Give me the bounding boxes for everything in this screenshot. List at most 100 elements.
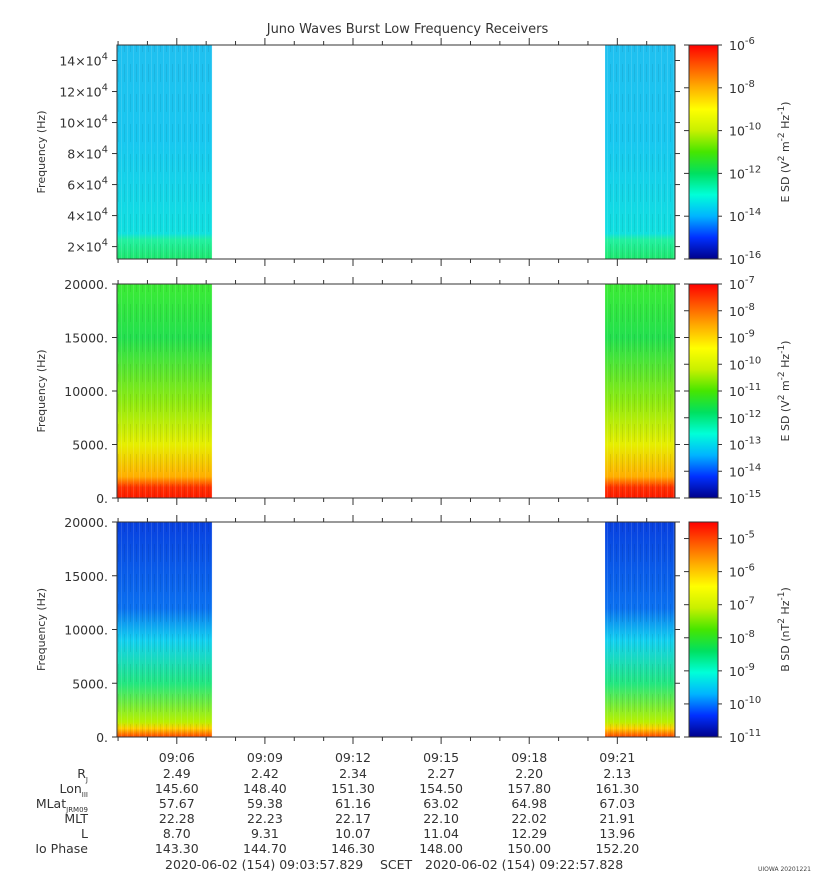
time-tick-label: 09:09 xyxy=(247,750,283,765)
colorbar-tick-label: 10-10 xyxy=(729,122,761,139)
ephemeris-value: 143.30 xyxy=(155,841,199,856)
colorbar-tick-label: 10-8 xyxy=(729,629,755,646)
colorbar-tick-label: 10-6 xyxy=(729,563,755,580)
data-block-texture xyxy=(116,284,213,498)
ephemeris-value: 22.23 xyxy=(247,811,283,826)
ephemeris-value: 64.98 xyxy=(511,796,547,811)
y-tick-label: 5000. xyxy=(72,676,108,691)
colorbar-tick-label: 10-9 xyxy=(729,329,755,346)
ephemeris-value: 57.67 xyxy=(159,796,195,811)
ephemeris-value: 148.40 xyxy=(243,781,287,796)
ephemeris-value: 2.42 xyxy=(251,766,279,781)
ephemeris-value: 9.31 xyxy=(251,826,279,841)
y-tick-label: 4×104 xyxy=(67,207,108,224)
time-tick-label: 09:06 xyxy=(159,750,195,765)
colorbar-tick-label: 10-8 xyxy=(729,79,755,96)
ephemeris-value: 148.00 xyxy=(419,841,463,856)
y-tick-label: 0. xyxy=(96,491,108,506)
ephemeris-row-label: L xyxy=(81,826,88,841)
colorbar-tick-label: 10-16 xyxy=(729,250,761,267)
colorbar-tick-label: 10-14 xyxy=(729,207,761,224)
y-axis-label: Frequency (Hz) xyxy=(35,588,48,671)
colorbar-tick-label: 10-13 xyxy=(729,436,761,453)
y-axis-label: Frequency (Hz) xyxy=(35,350,48,433)
colorbar-tick-label: 10-15 xyxy=(729,489,761,506)
ephemeris-row-label: LonIII xyxy=(59,781,88,799)
time-tick-label: 09:21 xyxy=(599,750,635,765)
ephemeris-value: 10.07 xyxy=(335,826,371,841)
y-tick-label: 20000. xyxy=(64,277,108,292)
colorbar-tick-label: 10-9 xyxy=(729,662,755,679)
colorbar-tick-label: 10-11 xyxy=(729,728,761,745)
colorbar-tick-label: 10-6 xyxy=(729,36,755,53)
colorbar-tick-label: 10-8 xyxy=(729,302,755,319)
ephemeris-value: 150.00 xyxy=(507,841,551,856)
y-tick-label: 15000. xyxy=(64,331,108,346)
ephemeris-value: 2.13 xyxy=(603,766,631,781)
colorbar-tick-label: 10-14 xyxy=(729,462,761,479)
footer-end-time: 2020-06-02 (154) 09:22:57.828 xyxy=(425,857,624,872)
y-tick-label: 10000. xyxy=(64,384,108,399)
footer-start-time: 2020-06-02 (154) 09:03:57.829 xyxy=(165,857,364,872)
data-block-texture xyxy=(605,522,675,737)
colorbar-label: B SD (nT2 Hz-1) xyxy=(777,587,792,672)
colorbar-tick-label: 10-12 xyxy=(729,409,761,426)
ephemeris-value: 11.04 xyxy=(423,826,459,841)
ephemeris-value: 2.34 xyxy=(339,766,367,781)
ephemeris-row-label: MLT xyxy=(64,811,88,826)
y-axis-label: Frequency (Hz) xyxy=(35,111,48,194)
data-block-texture xyxy=(116,45,213,259)
colorbar xyxy=(688,521,719,738)
spectrogram-panel-2: 0. 5000. 10000. 15000. 20000. Frequency (Hz) 1… xyxy=(35,275,792,506)
colorbar-tick-label: 10-5 xyxy=(729,530,755,547)
colorbar-tick-label: 10-10 xyxy=(729,355,761,372)
time-axis: 09:06 09:09 09:12 09:15 09:18 09:21 xyxy=(159,750,636,765)
data-block-texture xyxy=(605,45,675,259)
data-block-texture xyxy=(116,522,213,737)
ephemeris-value: 157.80 xyxy=(507,781,551,796)
ephemeris-value: 161.30 xyxy=(595,781,639,796)
y-tick-label: 15000. xyxy=(64,569,108,584)
colorbar-label: E SD (V2 m-2 Hz-1) xyxy=(777,341,792,442)
ephemeris-value: 144.70 xyxy=(243,841,287,856)
colorbar-label: E SD (V2 m-2 Hz-1) xyxy=(777,102,792,203)
time-tick-label: 09:12 xyxy=(335,750,371,765)
ephemeris-value: 61.16 xyxy=(335,796,371,811)
ephemeris-value: 63.02 xyxy=(423,796,459,811)
colorbar-tick-label: 10-7 xyxy=(729,275,755,292)
y-tick-label: 2×104 xyxy=(67,238,108,255)
y-tick-label: 10×104 xyxy=(59,114,108,131)
ephemeris-value: 22.17 xyxy=(335,811,371,826)
y-tick-label: 12×104 xyxy=(59,83,108,100)
spectrogram-panel-1: 2×104 4×104 6×104 8×104 10×104 12×104 14×104 Fr… xyxy=(35,36,792,267)
y-tick-label: 0. xyxy=(96,730,108,745)
ephemeris-value: 67.03 xyxy=(599,796,635,811)
colorbar-tick-label: 10-12 xyxy=(729,164,761,181)
ephemeris-value: 8.70 xyxy=(163,826,191,841)
y-tick-label: 20000. xyxy=(64,515,108,530)
y-tick-label: 14×104 xyxy=(59,52,108,69)
ephemeris-row-label: MLatJRM09 xyxy=(36,796,88,814)
colorbar xyxy=(688,44,719,260)
y-tick-label: 6×104 xyxy=(67,176,108,193)
time-tick-label: 09:18 xyxy=(511,750,547,765)
ephemeris-value: 2.49 xyxy=(163,766,191,781)
ephemeris-value: 59.38 xyxy=(247,796,283,811)
y-tick-label: 5000. xyxy=(72,438,108,453)
ephemeris-value: 22.28 xyxy=(159,811,195,826)
ephemeris-value: 22.02 xyxy=(511,811,547,826)
ephemeris-value: 22.10 xyxy=(423,811,459,826)
credit-label: UIOWA 20201221 xyxy=(757,866,811,873)
ephemeris-table: RJ 2.49 2.42 2.34 2.27 2.20 2.13 LonIII 145.60 14… xyxy=(35,766,639,856)
ephemeris-value: 154.50 xyxy=(419,781,463,796)
time-tick-label: 09:15 xyxy=(423,750,459,765)
y-tick-label: 10000. xyxy=(64,623,108,638)
ephemeris-value: 146.30 xyxy=(331,841,375,856)
ephemeris-value: 151.30 xyxy=(331,781,375,796)
panel-frame xyxy=(116,44,676,260)
ephemeris-row-label: RJ xyxy=(77,766,88,784)
colorbar-tick-label: 10-11 xyxy=(729,382,761,399)
data-block-texture xyxy=(605,284,675,498)
spectrogram-panel-3: 0. 5000. 10000. 15000. 20000. Frequency (Hz) 1… xyxy=(35,515,792,745)
